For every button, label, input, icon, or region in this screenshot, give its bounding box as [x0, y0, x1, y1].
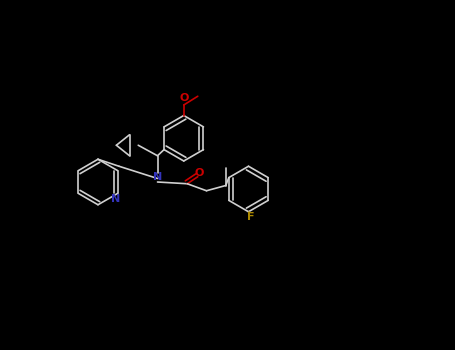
- Text: O: O: [179, 93, 188, 103]
- Text: F: F: [247, 212, 254, 222]
- Text: O: O: [195, 168, 204, 178]
- Text: N: N: [153, 172, 162, 182]
- Text: N: N: [111, 194, 121, 204]
